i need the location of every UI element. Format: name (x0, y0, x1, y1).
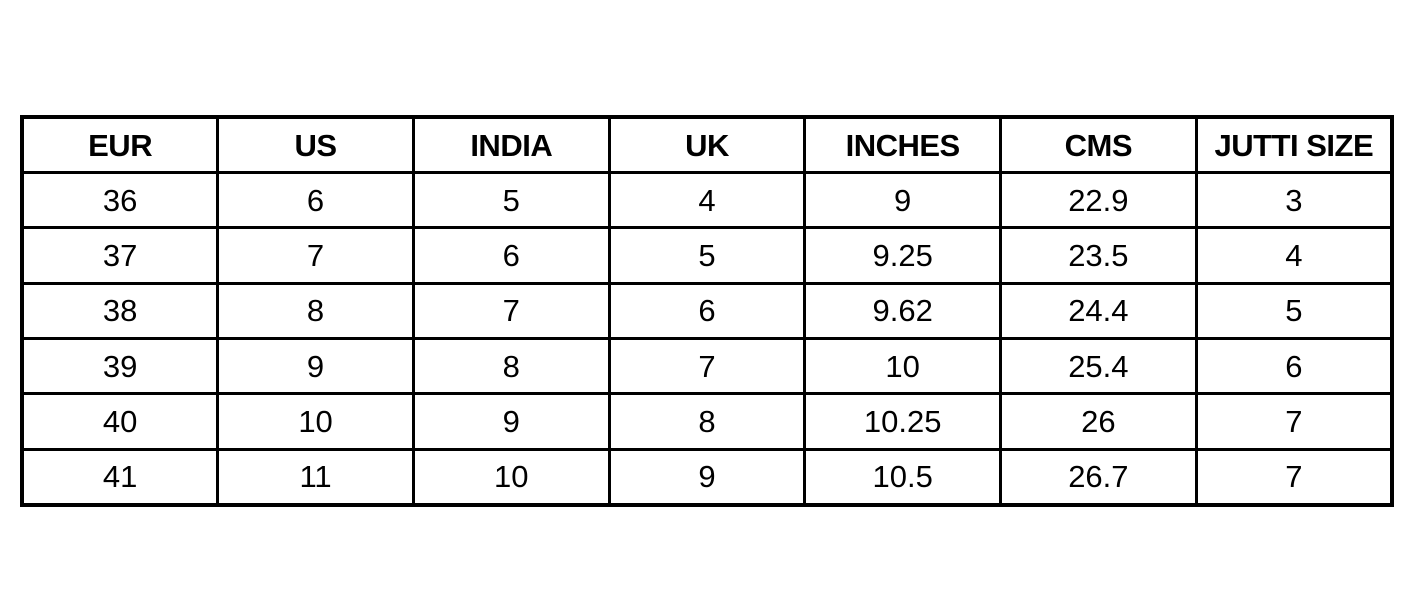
table-cell: 6 (1194, 336, 1394, 396)
table-row: 39 9 8 7 10 25.4 6 (20, 336, 1394, 396)
table-cell: 3 (1194, 170, 1394, 230)
table-row: 40 10 9 8 10.25 26 7 (20, 392, 1394, 451)
table-cell: 23.5 (999, 226, 1198, 285)
table-cell: 5 (607, 226, 807, 285)
table-cell: 6 (607, 281, 807, 340)
table-cell: 5 (1194, 281, 1394, 340)
table-cell: 9 (803, 170, 1003, 230)
size-chart-table: EUR US INDIA UK INCHES CMS JUTTI SIZE 36 6 5 4 9 22… (20, 115, 1394, 507)
table-cell: 10.5 (803, 447, 1003, 507)
table-cell: 6 (411, 226, 611, 285)
table-cell: 39 (20, 336, 220, 396)
table-cell: 26.7 (999, 447, 1198, 507)
column-header: US (216, 115, 415, 174)
table-cell: 25.4 (999, 336, 1198, 396)
table-cell: 11 (216, 447, 415, 507)
table-row: 36 6 5 4 9 22.9 3 (20, 170, 1394, 230)
table-row: 37 7 6 5 9.25 23.5 4 (20, 226, 1394, 285)
table-cell: 22.9 (999, 170, 1198, 230)
table-cell: 7 (411, 281, 611, 340)
table-row: 41 11 10 9 10.5 26.7 7 (20, 447, 1394, 507)
table-cell: 10 (411, 447, 611, 507)
column-header: EUR (20, 115, 220, 174)
column-header: INCHES (803, 115, 1003, 174)
table-cell: 36 (20, 170, 220, 230)
column-header: JUTTI SIZE (1194, 115, 1394, 174)
table-cell: 7 (216, 226, 415, 285)
table-cell: 38 (20, 281, 220, 340)
table-cell: 10.25 (803, 392, 1003, 451)
table-cell: 9 (216, 336, 415, 396)
table-cell: 4 (607, 170, 807, 230)
table-cell: 9.62 (803, 281, 1003, 340)
table-cell: 9 (607, 447, 807, 507)
table-cell: 4 (1194, 226, 1394, 285)
table-cell: 6 (216, 170, 415, 230)
column-header: CMS (999, 115, 1198, 174)
table-cell: 10 (803, 336, 1003, 396)
column-header: UK (607, 115, 807, 174)
table-cell: 9.25 (803, 226, 1003, 285)
table-cell: 8 (411, 336, 611, 396)
table-row: 38 8 7 6 9.62 24.4 5 (20, 281, 1394, 340)
table-cell: 26 (999, 392, 1198, 451)
table-cell: 9 (411, 392, 611, 451)
table-cell: 5 (411, 170, 611, 230)
table-cell: 8 (216, 281, 415, 340)
table-cell: 41 (20, 447, 220, 507)
table-cell: 24.4 (999, 281, 1198, 340)
column-header: INDIA (411, 115, 611, 174)
table-cell: 10 (216, 392, 415, 451)
table-cell: 40 (20, 392, 220, 451)
table-cell: 7 (1194, 447, 1394, 507)
table-cell: 37 (20, 226, 220, 285)
table-cell: 7 (1194, 392, 1394, 451)
table-cell: 7 (607, 336, 807, 396)
table-cell: 8 (607, 392, 807, 451)
header-row: EUR US INDIA UK INCHES CMS JUTTI SIZE (20, 115, 1394, 174)
